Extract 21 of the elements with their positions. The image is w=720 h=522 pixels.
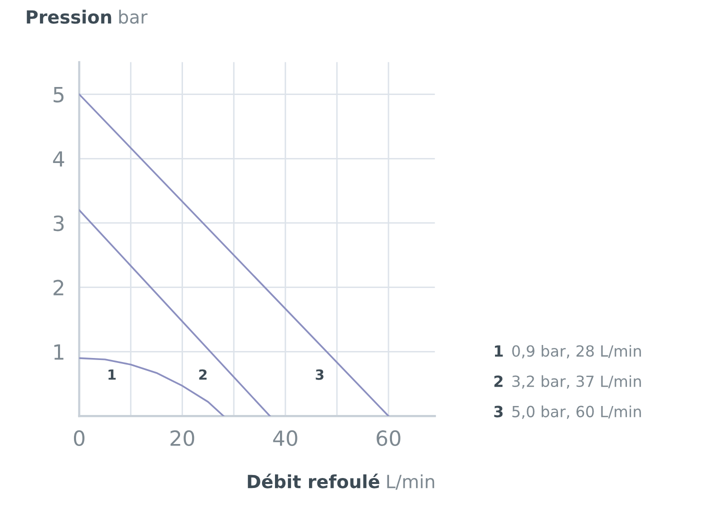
annotation: 2 (199, 369, 207, 380)
annotation: 1 (108, 370, 116, 380)
x-tick-label: 0 (74, 430, 84, 446)
y-tick-label: 3 (54, 215, 64, 232)
y-tick-label: 5 (54, 87, 64, 103)
x-tick-label: 20 (170, 430, 194, 446)
text: 5,0 bar, 60 L/min (512, 406, 641, 419)
text: 1 (494, 345, 503, 357)
y-tick-label: 2 (54, 280, 64, 296)
x-tick-label: 60 (376, 430, 400, 446)
y-tick-label: 1 (54, 344, 64, 360)
text: 2 (494, 376, 503, 387)
text: 3,2 bar, 37 L/min (512, 375, 641, 389)
y-axis-title: Pression bar (26, 10, 148, 24)
y-tick-label: 4 (53, 151, 64, 167)
x-axis-title: Débit refoulé L/min (248, 474, 434, 490)
x-tick-label: 40 (273, 430, 298, 446)
line-series (79, 357, 224, 416)
text: 3 (494, 406, 503, 418)
text: 0,9 bar, 28 L/min (512, 344, 641, 358)
annotation: 3 (316, 369, 324, 380)
